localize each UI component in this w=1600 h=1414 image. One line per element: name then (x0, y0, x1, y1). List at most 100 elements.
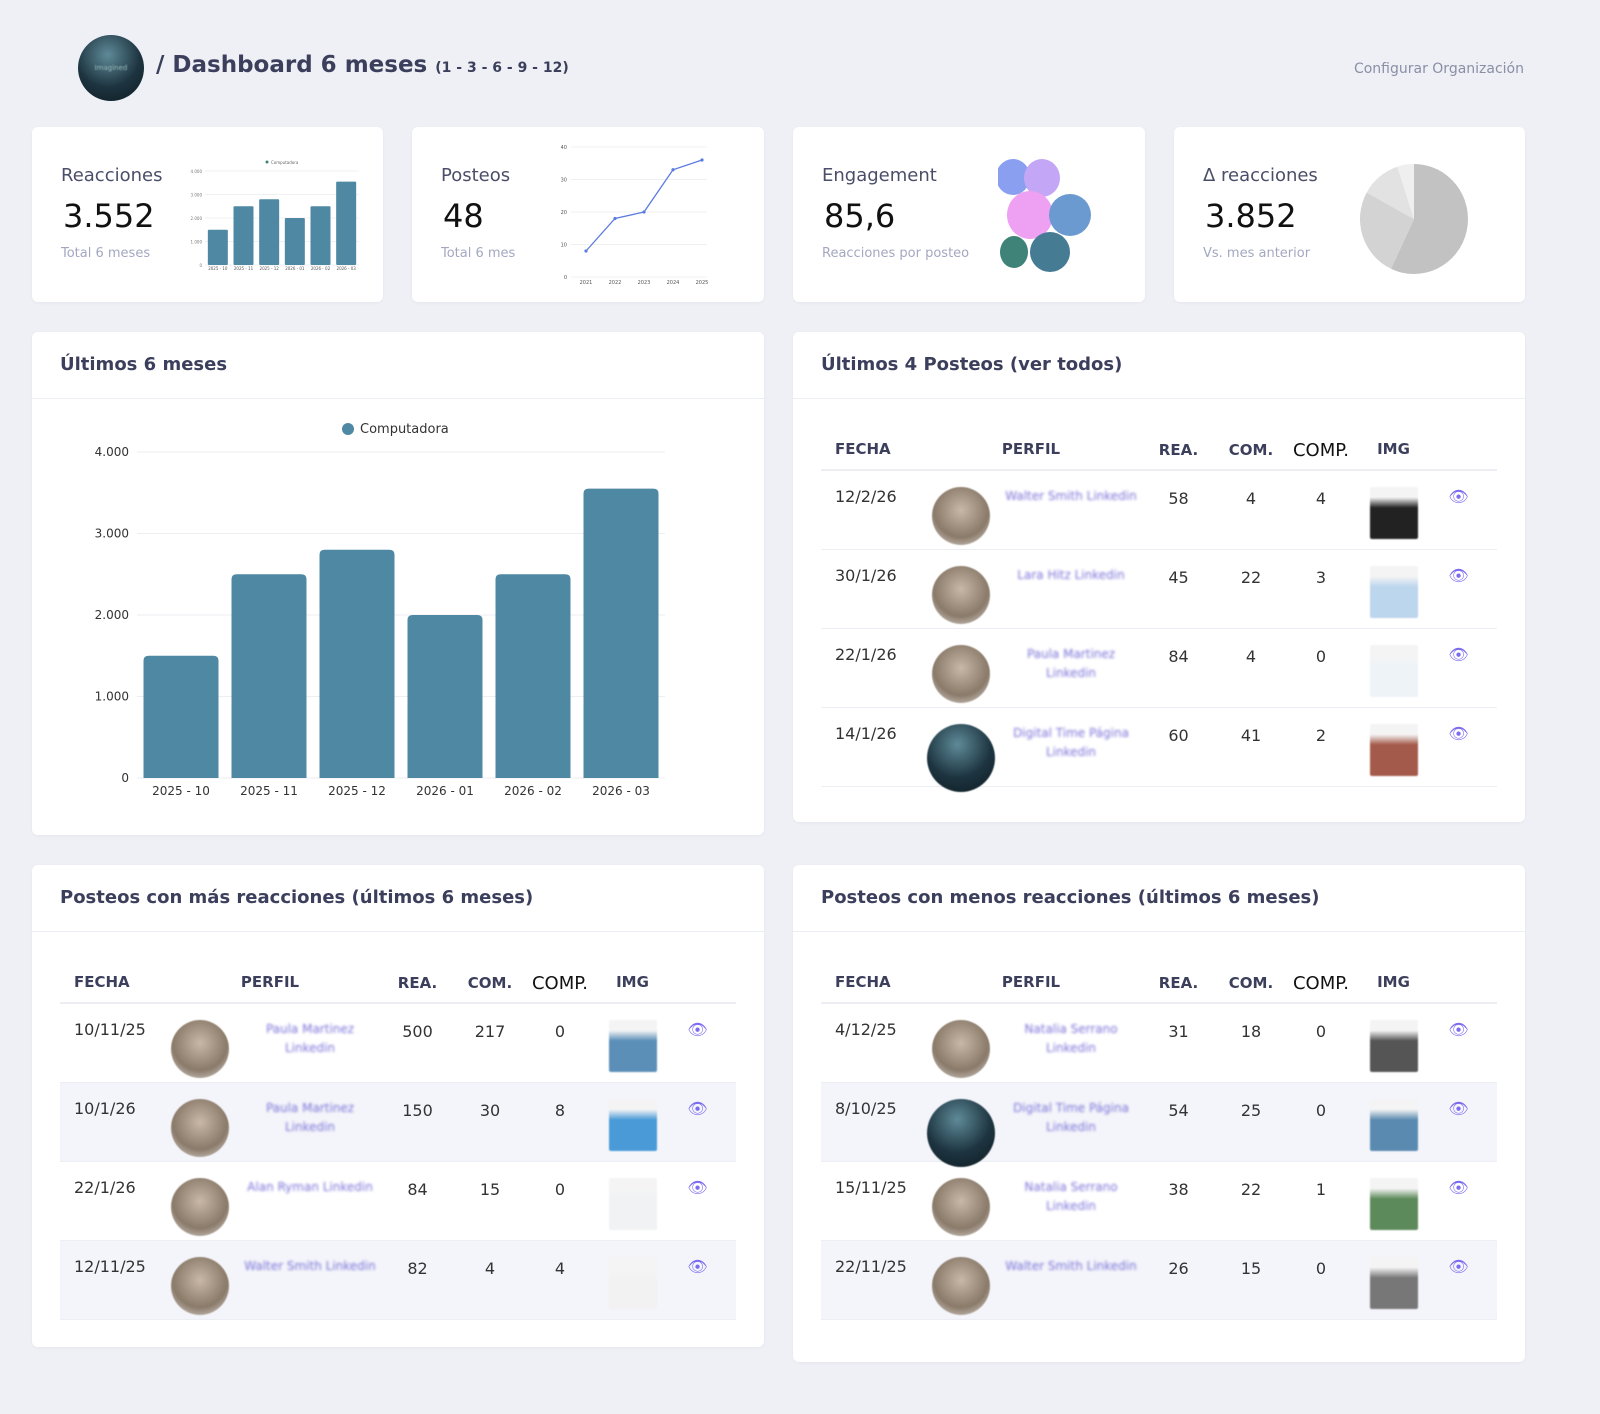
shares-count: 0 (1315, 1259, 1327, 1278)
kpi-label: Posteos (441, 165, 511, 186)
comments-count: 22 (1240, 568, 1262, 587)
profile-avatar[interactable] (932, 645, 990, 703)
eye-icon[interactable]: 👁︎ (1448, 1178, 1469, 1197)
post-thumbnail[interactable] (1369, 1257, 1418, 1309)
col-comp: COMP. (1292, 972, 1350, 994)
eye-icon[interactable]: 👁︎ (687, 1178, 708, 1197)
mini-bar-chart: Computadora 0 1.000 2.000 3.000 4.000 2025 - 1… (191, 160, 359, 271)
profile-avatar[interactable] (927, 724, 995, 792)
comments-count: 22 (1240, 1180, 1262, 1199)
post-thumbnail[interactable] (1369, 1020, 1418, 1072)
profile-link[interactable]: Paula Martinez Linkedin (1026, 647, 1116, 680)
x-tick-label: 2026 - 03 (592, 784, 650, 798)
y-tick-label: 3.000 (95, 527, 129, 541)
profile-avatar[interactable] (932, 566, 990, 624)
bar (310, 206, 331, 265)
y-tick-label: 1.000 (95, 690, 129, 704)
eye-icon[interactable]: 👁︎ (1448, 566, 1469, 585)
profile-link[interactable]: Lara Hitz Linkedin (1017, 568, 1125, 582)
table-row: 30/1/26 Lara Hitz Linkedin 45 22 3 👁︎ (821, 550, 1497, 629)
comments-count: 41 (1240, 726, 1262, 745)
profile-avatar[interactable] (932, 487, 990, 545)
post-thumbnail[interactable] (1369, 724, 1418, 776)
eye-icon[interactable]: 👁︎ (1448, 1099, 1469, 1118)
profile-avatar[interactable] (932, 1178, 990, 1236)
panel-title[interactable]: Últimos 4 Posteos (ver todos) (821, 354, 1123, 375)
most-reactions-table: FECHA PERFIL REA. COM. COMP. IMG 10/11/25 Pau… (60, 962, 736, 1320)
kpi-engagement-card: Engagement 85,6 Reacciones por posteo (793, 127, 1145, 302)
eye-icon[interactable]: 👁︎ (1448, 645, 1469, 664)
profile-link[interactable]: Walter Smith Linkedin (1005, 489, 1137, 503)
profile-link[interactable]: Paula Martinez Linkedin (265, 1101, 355, 1134)
table-row: 22/1/26 Alan Ryman Linkedin 84 15 0 👁︎ (60, 1162, 736, 1241)
profile-link[interactable]: Digital Time Página Linkedin (1013, 1101, 1129, 1134)
post-thumbnail[interactable] (608, 1099, 657, 1151)
profile-avatar[interactable] (171, 1020, 229, 1078)
divider (793, 931, 1525, 932)
shares-count: 0 (1315, 647, 1327, 666)
bar (407, 615, 483, 778)
bar (231, 574, 307, 778)
profile-avatar[interactable] (927, 1099, 995, 1167)
logo-text: Imagined (94, 64, 128, 72)
divider (32, 398, 764, 399)
shares-count: 0 (1315, 1101, 1327, 1120)
reactions-count: 54 (1168, 1101, 1189, 1120)
profile-link[interactable]: Paula Martinez Linkedin (265, 1022, 355, 1055)
post-thumbnail[interactable] (1369, 645, 1418, 697)
x-tick-label: 2025 - 11 (234, 266, 254, 271)
x-tick-label: 2025 - 10 (208, 266, 228, 271)
shares-count: 4 (554, 1259, 566, 1278)
eye-icon[interactable]: 👁︎ (687, 1020, 708, 1039)
profile-link[interactable]: Alan Ryman Linkedin (247, 1180, 373, 1194)
bubble-chart (998, 159, 1091, 272)
profile-avatar[interactable] (171, 1099, 229, 1157)
eye-icon[interactable]: 👁︎ (1448, 487, 1469, 506)
post-thumbnail[interactable] (608, 1178, 657, 1230)
configure-organization-link[interactable]: Configurar Organización (1353, 61, 1524, 77)
reactions-count: 45 (1168, 568, 1189, 587)
x-tick-label: 2025 - 12 (260, 266, 280, 271)
profile-avatar[interactable] (171, 1257, 229, 1315)
post-date: 15/11/25 (835, 1178, 907, 1197)
bubble (998, 159, 1030, 195)
profile-link[interactable]: Natalia Serrano Linkedin (1024, 1022, 1118, 1055)
profile-link[interactable]: Walter Smith Linkedin (1005, 1259, 1137, 1273)
pie-slice (1360, 192, 1414, 269)
table-row: 14/1/26 Digital Time Página Linkedin 60 … (821, 708, 1497, 792)
eye-icon[interactable]: 👁︎ (1448, 1020, 1469, 1039)
post-thumbnail[interactable] (1369, 1099, 1418, 1151)
reactions-count: 26 (1168, 1259, 1189, 1278)
shares-count: 0 (554, 1180, 566, 1199)
profile-link[interactable]: Walter Smith Linkedin (244, 1259, 376, 1273)
post-thumbnail[interactable] (1369, 1178, 1418, 1230)
col-fecha: FECHA (835, 973, 891, 991)
eye-icon[interactable]: 👁︎ (687, 1099, 708, 1118)
bubble (1049, 194, 1091, 236)
eye-icon[interactable]: 👁︎ (687, 1257, 708, 1276)
pie-slice (1366, 166, 1414, 219)
post-date: 4/12/25 (835, 1020, 897, 1039)
eye-icon[interactable]: 👁︎ (1448, 724, 1469, 743)
kpi-label: Engagement (822, 165, 937, 186)
bubble (1007, 191, 1053, 239)
y-tick-label: 2.000 (191, 216, 203, 221)
post-thumbnail[interactable] (608, 1257, 657, 1309)
profile-avatar[interactable] (932, 1257, 990, 1315)
eye-icon[interactable]: 👁︎ (1448, 1257, 1469, 1276)
profile-avatar[interactable] (171, 1178, 229, 1236)
profile-link[interactable]: Natalia Serrano Linkedin (1024, 1180, 1118, 1213)
table-row: 22/11/25 Walter Smith Linkedin 26 15 0 👁… (821, 1241, 1497, 1320)
col-rea: REA. (397, 974, 438, 992)
post-thumbnail[interactable] (1369, 566, 1418, 618)
post-thumbnail[interactable] (608, 1020, 657, 1072)
profile-avatar[interactable] (932, 1020, 990, 1078)
legend-label: Computadora (271, 160, 299, 165)
x-tick-label: 2025 - 10 (152, 784, 210, 798)
most-reactions-panel: Posteos con más reacciones (últimos 6 me… (32, 865, 764, 1347)
bar (284, 218, 305, 265)
post-thumbnail[interactable] (1369, 487, 1418, 539)
period-selector[interactable]: (1 - 3 - 6 - 9 - 12) (435, 60, 569, 76)
profile-link[interactable]: Digital Time Página Linkedin (1013, 726, 1129, 759)
org-logo[interactable]: Imagined (78, 35, 144, 101)
